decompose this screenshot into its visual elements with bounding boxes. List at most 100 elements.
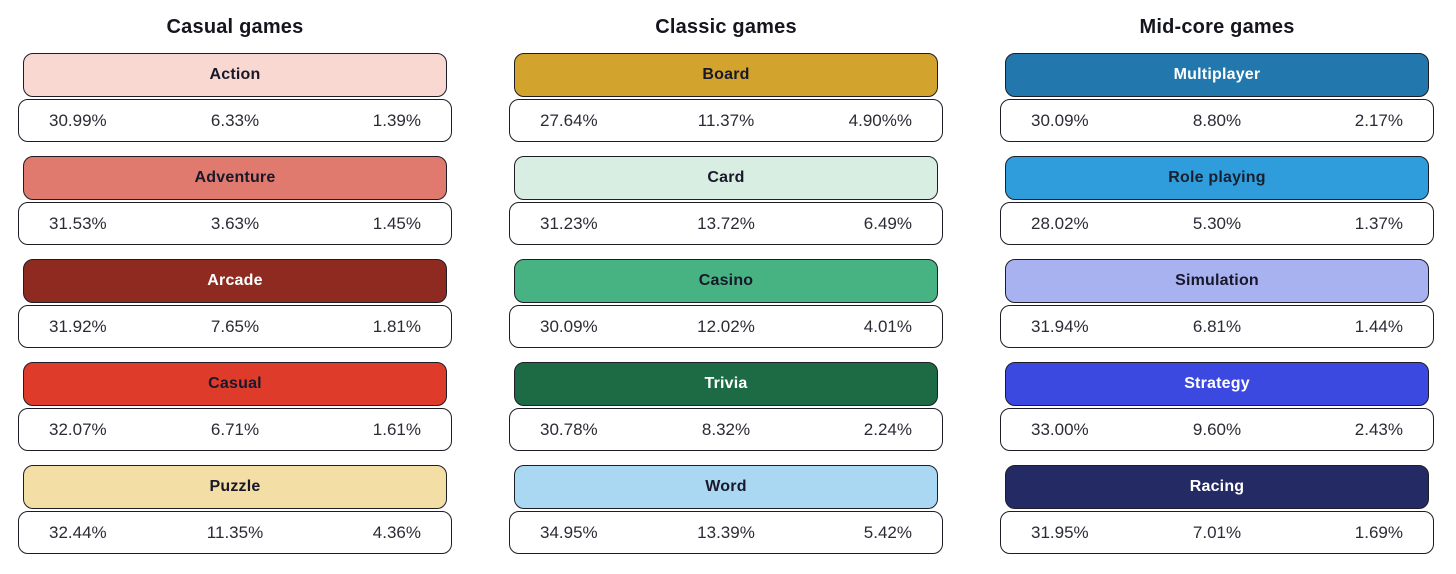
category-header-pill: Board — [514, 53, 938, 97]
value-secondary: 6.71% — [210, 419, 260, 439]
category-card: Multiplayer 30.09% 8.80% 2.17% — [1000, 53, 1434, 142]
value-tertiary: 5.42% — [863, 522, 912, 542]
category-values-row: 31.95% 7.01% 1.69% — [1000, 511, 1434, 554]
value-tertiary: 1.37% — [1354, 213, 1403, 233]
category-card: Arcade 31.92% 7.65% 1.81% — [18, 259, 452, 348]
category-card: Board 27.64% 11.37% 4.90%% — [509, 53, 943, 142]
category-card: Role playing 28.02% 5.30% 1.37% — [1000, 156, 1434, 245]
category-values-row: 32.07% 6.71% 1.61% — [18, 408, 452, 451]
category-values-row: 30.99% 6.33% 1.39% — [18, 99, 452, 142]
value-tertiary: 1.69% — [1354, 522, 1403, 542]
value-primary: 30.09% — [1031, 110, 1089, 130]
category-name: Board — [702, 66, 750, 83]
value-secondary: 11.35% — [206, 522, 264, 542]
category-name: Strategy — [1184, 375, 1250, 392]
category-name: Casual — [208, 375, 262, 392]
category-card: Word 34.95% 13.39% 5.42% — [509, 465, 943, 554]
value-tertiary: 4.01% — [863, 316, 912, 336]
category-card: Racing 31.95% 7.01% 1.69% — [1000, 465, 1434, 554]
value-primary: 33.00% — [1031, 419, 1089, 439]
category-name: Word — [705, 478, 747, 495]
category-name: Trivia — [704, 375, 748, 392]
category-header-pill: Word — [514, 465, 938, 509]
category-header-pill: Simulation — [1005, 259, 1429, 303]
category-header-pill: Role playing — [1005, 156, 1429, 200]
value-primary: 30.99% — [49, 110, 107, 130]
category-header-pill: Puzzle — [23, 465, 447, 509]
category-name: Arcade — [207, 272, 263, 289]
value-primary: 30.78% — [540, 419, 598, 439]
category-header-pill: Adventure — [23, 156, 447, 200]
value-primary: 31.23% — [540, 213, 598, 233]
category-card: Casual 32.07% 6.71% 1.61% — [18, 362, 452, 451]
category-card: Trivia 30.78% 8.32% 2.24% — [509, 362, 943, 451]
category-values-row: 30.09% 12.02% 4.01% — [509, 305, 943, 348]
category-column: Classic games Board 27.64% 11.37% 4.90%%… — [509, 12, 943, 568]
category-name: Casino — [698, 272, 754, 289]
category-card: Action 30.99% 6.33% 1.39% — [18, 53, 452, 142]
category-name: Action — [209, 66, 261, 83]
value-secondary: 8.80% — [1192, 110, 1242, 130]
value-tertiary: 1.45% — [372, 213, 421, 233]
category-card: Card 31.23% 13.72% 6.49% — [509, 156, 943, 245]
value-tertiary: 2.24% — [863, 419, 912, 439]
value-tertiary: 2.43% — [1354, 419, 1403, 439]
column-title: Classic games — [655, 16, 797, 38]
category-header-pill: Card — [514, 156, 938, 200]
category-values-row: 31.53% 3.63% 1.45% — [18, 202, 452, 245]
value-tertiary: 1.61% — [372, 419, 421, 439]
category-values-row: 31.94% 6.81% 1.44% — [1000, 305, 1434, 348]
category-name: Multiplayer — [1173, 66, 1261, 83]
category-values-row: 28.02% 5.30% 1.37% — [1000, 202, 1434, 245]
value-primary: 27.64% — [540, 110, 598, 130]
value-primary: 32.44% — [49, 522, 107, 542]
value-tertiary: 1.81% — [372, 316, 421, 336]
value-secondary: 6.33% — [210, 110, 260, 130]
category-name: Racing — [1189, 478, 1245, 495]
value-tertiary: 2.17% — [1354, 110, 1403, 130]
value-primary: 28.02% — [1031, 213, 1089, 233]
value-secondary: 13.72% — [697, 213, 755, 233]
category-column: Mid-core games Multiplayer 30.09% 8.80% … — [1000, 12, 1434, 568]
value-secondary: 13.39% — [697, 522, 755, 542]
column-title: Mid-core games — [1139, 16, 1295, 38]
category-header-pill: Action — [23, 53, 447, 97]
value-secondary: 7.65% — [210, 316, 260, 336]
category-values-row: 32.44% 11.35% 4.36% — [18, 511, 452, 554]
value-secondary: 3.63% — [210, 213, 260, 233]
category-values-row: 30.78% 8.32% 2.24% — [509, 408, 943, 451]
category-name: Adventure — [194, 169, 276, 186]
value-primary: 34.95% — [540, 522, 598, 542]
value-secondary: 11.37% — [697, 110, 755, 130]
category-values-row: 30.09% 8.80% 2.17% — [1000, 99, 1434, 142]
value-tertiary: 4.90%% — [848, 110, 912, 130]
value-tertiary: 1.39% — [372, 110, 421, 130]
category-card: Strategy 33.00% 9.60% 2.43% — [1000, 362, 1434, 451]
value-tertiary: 6.49% — [863, 213, 912, 233]
value-primary: 32.07% — [49, 419, 107, 439]
category-name: Card — [707, 169, 745, 186]
value-primary: 31.92% — [49, 316, 107, 336]
category-header-pill: Casual — [23, 362, 447, 406]
category-values-row: 27.64% 11.37% 4.90%% — [509, 99, 943, 142]
value-tertiary: 1.44% — [1354, 316, 1403, 336]
column-cards: Board 27.64% 11.37% 4.90%% Card 31.23% 1… — [509, 53, 943, 554]
category-name: Role playing — [1168, 169, 1266, 186]
value-primary: 31.94% — [1031, 316, 1089, 336]
category-card: Puzzle 32.44% 11.35% 4.36% — [18, 465, 452, 554]
category-card: Simulation 31.94% 6.81% 1.44% — [1000, 259, 1434, 348]
column-title: Casual games — [166, 16, 304, 38]
category-name: Simulation — [1175, 272, 1259, 289]
category-values-row: 31.92% 7.65% 1.81% — [18, 305, 452, 348]
value-secondary: 7.01% — [1192, 522, 1242, 542]
value-primary: 31.95% — [1031, 522, 1089, 542]
category-header-pill: Racing — [1005, 465, 1429, 509]
category-values-row: 31.23% 13.72% 6.49% — [509, 202, 943, 245]
value-secondary: 9.60% — [1192, 419, 1242, 439]
category-header-pill: Strategy — [1005, 362, 1429, 406]
category-header-pill: Trivia — [514, 362, 938, 406]
column-cards: Action 30.99% 6.33% 1.39% Adventure 31.5… — [18, 53, 452, 554]
value-secondary: 8.32% — [701, 419, 751, 439]
value-secondary: 12.02% — [697, 316, 755, 336]
